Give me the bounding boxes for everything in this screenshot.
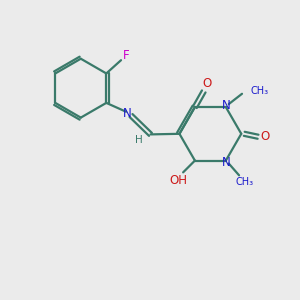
Text: O: O: [260, 130, 269, 143]
Text: CH₃: CH₃: [235, 177, 254, 187]
Text: F: F: [123, 49, 130, 62]
Text: N: N: [221, 99, 230, 112]
Text: H: H: [135, 135, 143, 145]
Text: O: O: [202, 77, 211, 90]
Text: N: N: [221, 156, 230, 169]
Text: N: N: [123, 107, 132, 120]
Text: OH: OH: [170, 174, 188, 187]
Text: CH₃: CH₃: [251, 86, 269, 96]
